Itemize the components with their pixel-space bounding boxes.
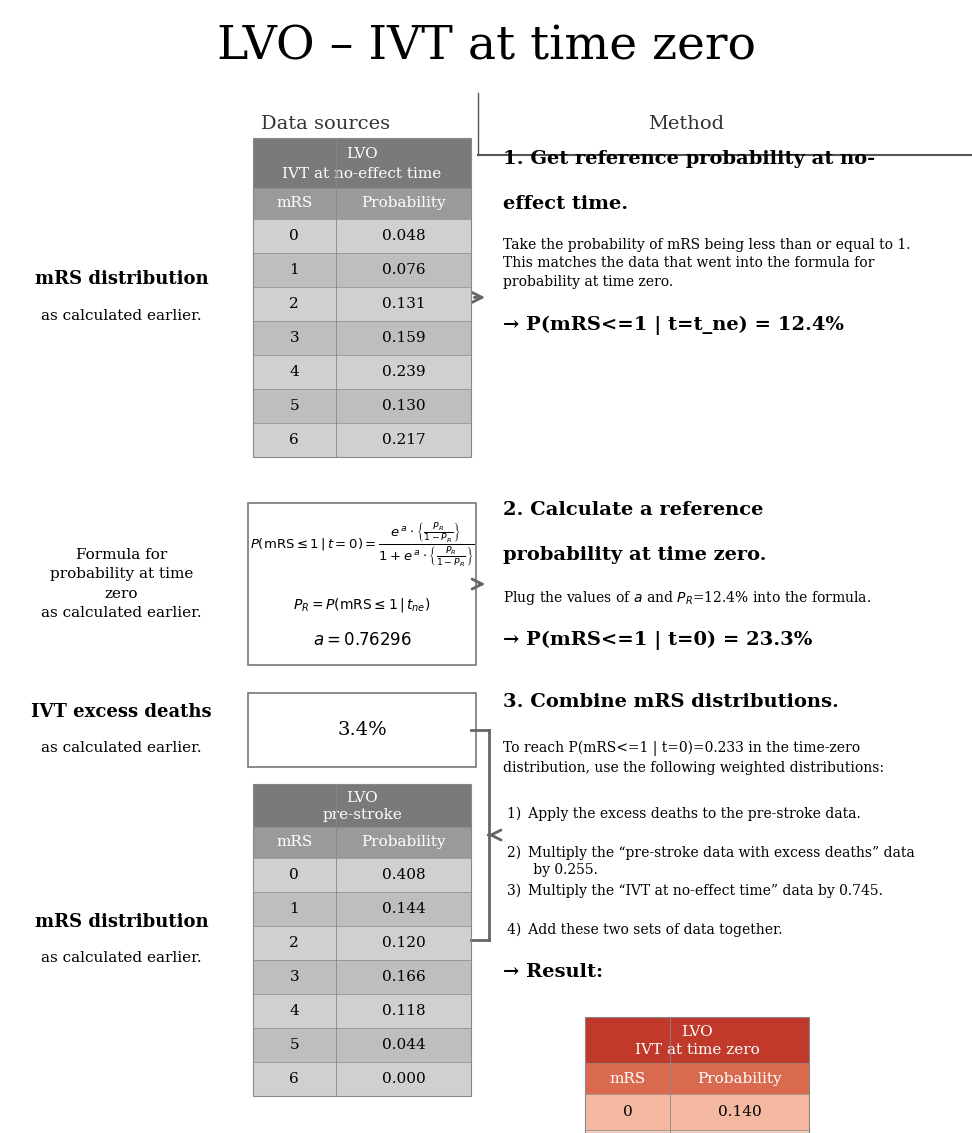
Text: LVO: LVO — [681, 1025, 712, 1039]
Bar — [253, 1062, 471, 1096]
Bar — [585, 1063, 809, 1094]
Text: Probability: Probability — [697, 1072, 781, 1085]
Bar — [253, 355, 471, 389]
Bar — [253, 994, 471, 1028]
Text: 0.166: 0.166 — [382, 970, 426, 983]
Bar — [253, 138, 471, 188]
Text: To reach P(mRS<=1 | t=0)=0.233 in the time-zero
distribution, use the following : To reach P(mRS<=1 | t=0)=0.233 in the ti… — [503, 741, 884, 775]
Bar — [253, 389, 471, 423]
Text: Plug the values of $\mathit{a}$ and $P_R$=12.4% into the formula.: Plug the values of $\mathit{a}$ and $P_R… — [503, 589, 871, 607]
Text: 3: 3 — [290, 970, 299, 983]
Text: 4: 4 — [290, 365, 299, 378]
Text: 0: 0 — [290, 868, 299, 881]
Text: IVT at no-effect time: IVT at no-effect time — [283, 168, 441, 181]
Text: $a= 0.76296$: $a= 0.76296$ — [313, 631, 411, 649]
Text: Take the probability of mRS being less than or equal to 1.
This matches the data: Take the probability of mRS being less t… — [503, 238, 910, 289]
Text: as calculated earlier.: as calculated earlier. — [41, 741, 202, 756]
Text: → P(mRS<=1 | t=0) = 23.3%: → P(mRS<=1 | t=0) = 23.3% — [503, 631, 812, 650]
Text: mRS: mRS — [276, 835, 312, 850]
Bar — [585, 1130, 809, 1133]
Bar — [253, 321, 471, 355]
Text: 3) Multiply the “IVT at no-effect time” data by 0.745.: 3) Multiply the “IVT at no-effect time” … — [507, 884, 884, 898]
Text: 0.044: 0.044 — [382, 1038, 426, 1051]
Text: as calculated earlier.: as calculated earlier. — [41, 951, 202, 965]
Text: 0.239: 0.239 — [382, 365, 426, 378]
Text: 0.120: 0.120 — [382, 936, 426, 949]
Bar — [253, 784, 471, 827]
Text: 2) Multiply the “pre-stroke data with excess deaths” data
      by 0.255.: 2) Multiply the “pre-stroke data with ex… — [507, 845, 915, 877]
Text: 5: 5 — [290, 399, 299, 412]
Text: 0: 0 — [623, 1105, 633, 1119]
Bar — [253, 219, 471, 253]
Bar — [253, 858, 471, 892]
Text: 1: 1 — [290, 902, 299, 915]
Text: 1. Get reference probability at no-: 1. Get reference probability at no- — [503, 150, 875, 168]
Text: effect time.: effect time. — [503, 195, 628, 213]
Text: 4: 4 — [290, 1004, 299, 1017]
Text: 0.144: 0.144 — [382, 902, 426, 915]
Text: Probability: Probability — [362, 196, 446, 211]
Text: probability at time zero.: probability at time zero. — [503, 546, 766, 564]
Text: LVO: LVO — [346, 147, 378, 161]
Text: → Result:: → Result: — [503, 963, 603, 981]
Bar — [253, 287, 471, 321]
Text: Method: Method — [647, 116, 724, 133]
Text: 0.048: 0.048 — [382, 229, 426, 242]
Bar — [253, 138, 471, 457]
Text: mRS distribution: mRS distribution — [35, 913, 208, 930]
Text: IVT at time zero: IVT at time zero — [635, 1043, 759, 1057]
Bar — [585, 1017, 809, 1133]
Bar — [248, 693, 476, 767]
Text: 3: 3 — [290, 331, 299, 344]
Text: 0.159: 0.159 — [382, 331, 426, 344]
Text: pre-stroke: pre-stroke — [322, 808, 402, 823]
Bar — [253, 960, 471, 994]
Text: 0.118: 0.118 — [382, 1004, 426, 1017]
Bar — [253, 1028, 471, 1062]
Text: mRS: mRS — [276, 196, 312, 211]
Bar — [585, 1094, 809, 1130]
Text: 2: 2 — [290, 297, 299, 310]
Bar — [253, 827, 471, 858]
Bar — [248, 503, 476, 665]
Bar — [585, 1017, 809, 1063]
Bar — [253, 188, 471, 219]
Text: 2. Calculate a reference: 2. Calculate a reference — [503, 501, 763, 519]
Text: 0.131: 0.131 — [382, 297, 426, 310]
Text: 0.217: 0.217 — [382, 433, 426, 446]
Text: 5: 5 — [290, 1038, 299, 1051]
Text: Formula for
probability at time
zero
as calculated earlier.: Formula for probability at time zero as … — [41, 548, 202, 620]
Text: 0.076: 0.076 — [382, 263, 426, 276]
Text: Probability: Probability — [362, 835, 446, 850]
Text: IVT excess deaths: IVT excess deaths — [31, 704, 212, 721]
Text: Data sources: Data sources — [260, 116, 390, 133]
Text: → P(mRS<=1 | t=t_ne) = 12.4%: → P(mRS<=1 | t=t_ne) = 12.4% — [503, 316, 844, 335]
Text: 0: 0 — [290, 229, 299, 242]
Text: $P_R = P(\mathrm{mRS} \leq 1\,|\,t_{ne})$: $P_R = P(\mathrm{mRS} \leq 1\,|\,t_{ne})… — [294, 596, 431, 614]
Bar — [253, 926, 471, 960]
Text: LVO: LVO — [346, 791, 378, 804]
Text: 0.130: 0.130 — [382, 399, 426, 412]
Bar — [253, 423, 471, 457]
Text: 6: 6 — [290, 433, 299, 446]
Text: mRS distribution: mRS distribution — [35, 271, 208, 288]
Text: 6: 6 — [290, 1072, 299, 1085]
Text: 0.140: 0.140 — [717, 1105, 761, 1119]
Text: 2: 2 — [290, 936, 299, 949]
Bar — [253, 892, 471, 926]
Text: 4) Add these two sets of data together.: 4) Add these two sets of data together. — [507, 922, 782, 937]
Bar — [253, 253, 471, 287]
Text: 3.4%: 3.4% — [337, 722, 387, 739]
Text: LVO – IVT at time zero: LVO – IVT at time zero — [217, 24, 755, 69]
Text: 3. Combine mRS distributions.: 3. Combine mRS distributions. — [503, 693, 839, 712]
Text: 1) Apply the excess deaths to the pre-stroke data.: 1) Apply the excess deaths to the pre-st… — [507, 807, 861, 821]
Bar — [253, 784, 471, 1096]
Text: mRS: mRS — [609, 1072, 645, 1085]
Text: $P(\mathrm{mRS} \leq 1\,|\,t=0) = \dfrac{e^{\,a} \cdot \left\{\frac{P_R}{1-P_R}\: $P(\mathrm{mRS} \leq 1\,|\,t=0) = \dfrac… — [250, 520, 474, 569]
Text: 0.408: 0.408 — [382, 868, 426, 881]
Text: as calculated earlier.: as calculated earlier. — [41, 308, 202, 323]
Text: 1: 1 — [290, 263, 299, 276]
Text: 0.000: 0.000 — [382, 1072, 426, 1085]
